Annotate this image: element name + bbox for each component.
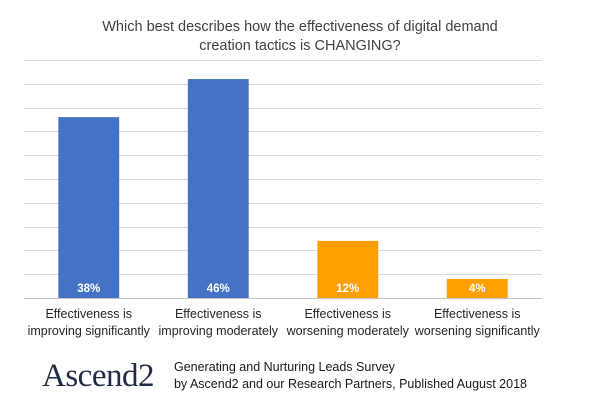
category-label-4-line-1: Effectiveness is xyxy=(433,307,521,321)
bar-value-label-4: 4% xyxy=(469,283,486,295)
category-label-4: Effectiveness is worsening significantly xyxy=(402,306,552,340)
chart-title-line-2: creation tactics is CHANGING? xyxy=(199,38,401,54)
category-label-1: Effectiveness is improving significantly xyxy=(14,306,164,340)
bar-value-label-1: 38% xyxy=(77,283,100,295)
bar-1 xyxy=(58,117,120,299)
category-label-1-line-2: improving significantly xyxy=(27,324,150,338)
chart-title-line-1: Which best describes how the effectivene… xyxy=(102,19,498,35)
category-label-2-line-2: improving moderately xyxy=(158,324,279,338)
category-label-2-line-1: Effectiveness is xyxy=(174,307,262,321)
footer-line-1: Generating and Nurturing Leads Survey xyxy=(173,360,395,374)
footer-text: Generating and Nurturing Leads Survey by… xyxy=(174,359,527,393)
category-label-3-line-1: Effectiveness is xyxy=(304,307,392,321)
category-label-1-line-1: Effectiveness is xyxy=(45,307,133,321)
category-label-2: Effectiveness is improving moderately xyxy=(143,306,293,340)
bar-3 xyxy=(317,240,379,298)
footer-line-2: by Ascend2 and our Research Partners, Pu… xyxy=(173,377,527,391)
category-label-4-line-2: worsening significantly xyxy=(414,324,540,338)
ascend2-logo: Ascend2 xyxy=(42,357,154,394)
footer: Ascend2 Generating and Nurturing Leads S… xyxy=(42,356,527,396)
bar-value-label-2: 46% xyxy=(207,283,230,295)
category-label-3: Effectiveness is worsening moderately xyxy=(273,306,423,340)
bar-4 xyxy=(446,278,508,298)
bar-2 xyxy=(187,79,249,298)
bar-value-label-3: 12% xyxy=(336,283,359,295)
category-label-3-line-2: worsening moderately xyxy=(286,324,409,338)
